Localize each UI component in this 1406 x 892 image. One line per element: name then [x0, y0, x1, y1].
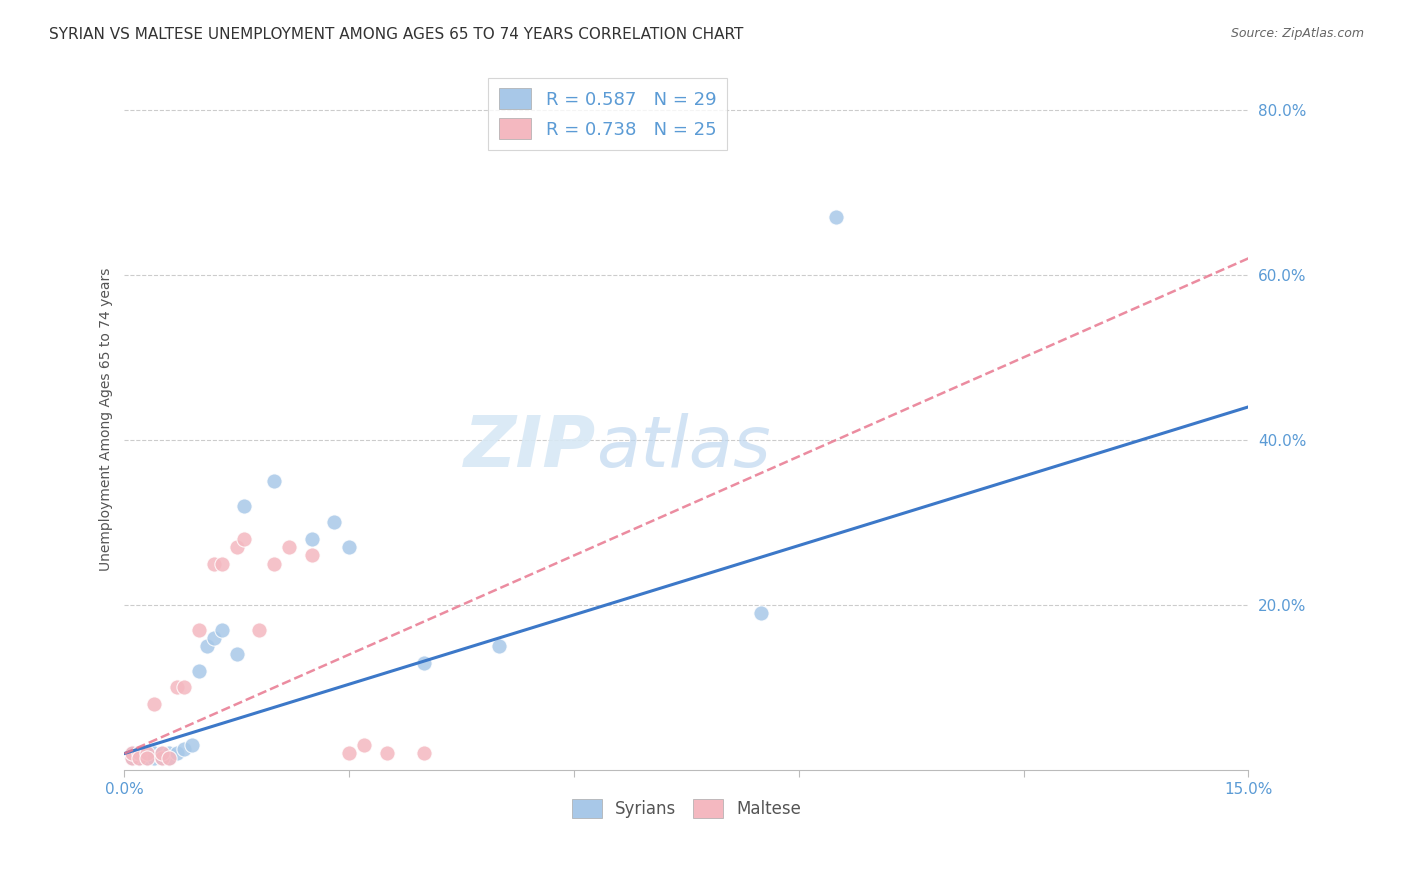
Point	[143, 747, 166, 761]
Point	[278, 540, 301, 554]
Text: atlas: atlas	[596, 413, 770, 482]
Point	[166, 747, 188, 761]
Point	[143, 697, 166, 711]
Point	[159, 750, 181, 764]
Point	[159, 750, 181, 764]
Point	[143, 750, 166, 764]
Point	[188, 623, 211, 637]
Point	[121, 750, 143, 764]
Point	[233, 532, 256, 546]
Point	[180, 738, 202, 752]
Point	[188, 664, 211, 678]
Point	[353, 738, 375, 752]
Point	[136, 747, 159, 761]
Point	[136, 750, 159, 764]
Point	[413, 747, 436, 761]
Legend: Syrians, Maltese: Syrians, Maltese	[565, 792, 808, 825]
Point	[202, 557, 225, 571]
Point	[413, 656, 436, 670]
Point	[173, 742, 195, 756]
Point	[202, 631, 225, 645]
Y-axis label: Unemployment Among Ages 65 to 74 years: Unemployment Among Ages 65 to 74 years	[100, 268, 114, 571]
Point	[128, 750, 150, 764]
Point	[751, 606, 773, 620]
Point	[128, 747, 150, 761]
Point	[488, 639, 510, 653]
Point	[263, 474, 285, 488]
Point	[159, 747, 181, 761]
Point	[150, 747, 173, 761]
Point	[128, 747, 150, 761]
Point	[128, 750, 150, 764]
Point	[166, 681, 188, 695]
Point	[173, 681, 195, 695]
Point	[323, 516, 346, 530]
Point	[825, 210, 848, 224]
Point	[337, 747, 360, 761]
Point	[150, 750, 173, 764]
Point	[121, 750, 143, 764]
Point	[375, 747, 398, 761]
Point	[247, 623, 270, 637]
Text: ZIP: ZIP	[464, 413, 596, 482]
Point	[337, 540, 360, 554]
Text: SYRIAN VS MALTESE UNEMPLOYMENT AMONG AGES 65 TO 74 YEARS CORRELATION CHART: SYRIAN VS MALTESE UNEMPLOYMENT AMONG AGE…	[49, 27, 744, 42]
Point	[211, 623, 233, 637]
Point	[136, 750, 159, 764]
Point	[136, 747, 159, 761]
Point	[263, 557, 285, 571]
Point	[121, 747, 143, 761]
Text: Source: ZipAtlas.com: Source: ZipAtlas.com	[1230, 27, 1364, 40]
Point	[301, 549, 323, 563]
Point	[301, 532, 323, 546]
Point	[121, 747, 143, 761]
Point	[233, 499, 256, 513]
Point	[195, 639, 218, 653]
Point	[225, 648, 247, 662]
Point	[150, 750, 173, 764]
Point	[225, 540, 247, 554]
Point	[150, 747, 173, 761]
Point	[211, 557, 233, 571]
